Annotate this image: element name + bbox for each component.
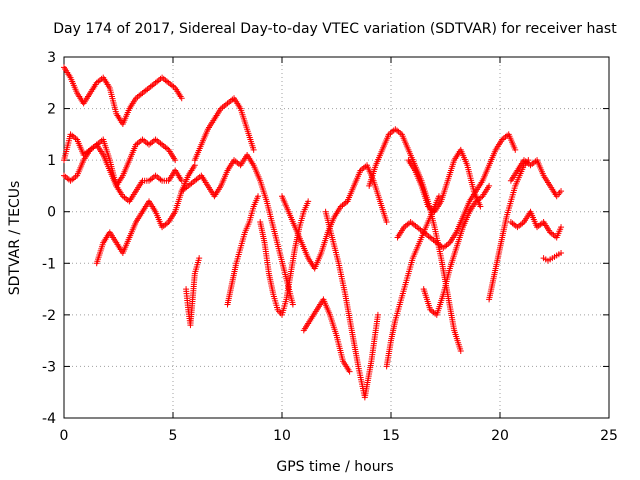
data-point [255,193,262,200]
y-tick-label: -2 [42,308,56,324]
data-point [558,188,565,195]
series-arc-3 [61,141,185,205]
y-tick-label: -3 [42,359,56,375]
grid [64,57,609,418]
data-point [178,95,185,102]
y-tick-label: -1 [42,256,56,272]
data-point [374,311,381,318]
y-tick-label: 0 [47,205,56,221]
plot-frame [63,56,610,419]
data-point [477,203,484,210]
data-point [486,182,493,189]
series-arc-14 [383,193,442,370]
y-axis-label: SDTVAR / TECUs [7,181,23,296]
y-tick-labels: -4 -3 -2 -1 0 1 2 3 [42,50,56,427]
data-point [558,249,565,256]
series-arc-7 [178,151,296,308]
x-axis-label: GPS time / hours [276,459,393,475]
data-point [250,146,257,153]
series-arc-18 [420,182,493,318]
series-arc-4 [93,162,198,267]
data-point [457,347,464,354]
data-point [435,193,442,200]
data-point [172,157,179,164]
series-arc-9 [257,198,312,318]
data-point [305,198,312,205]
series-arc-15 [366,126,464,354]
series-arc-12 [322,208,381,401]
chart-title: Day 174 of 2017, Sidereal Day-to-day VTE… [53,21,617,37]
data-point [196,255,203,262]
data-point [383,219,390,226]
x-tick-label: 0 [60,428,69,444]
y-tick-label: -4 [42,411,56,427]
data-points [61,64,565,401]
y-tick-label: 1 [47,153,56,169]
y-tick-label: 3 [47,50,56,66]
data-point [512,146,519,153]
series-arc-13 [344,162,390,226]
data-point [178,177,185,184]
x-tick-label: 15 [382,428,400,444]
series-arc-20 [507,208,565,241]
x-tick-label: 25 [600,428,618,444]
series-arc-2 [61,131,179,189]
series-arc-21 [507,157,565,200]
data-point [191,162,198,169]
x-tick-label: 20 [491,428,509,444]
data-point [289,301,296,308]
axis-ticks [63,56,610,419]
series-arc-1 [61,64,185,128]
series-arc-8 [224,193,262,308]
series-arc-6 [191,95,257,164]
series-arc-5 [183,255,203,329]
data-point [346,368,353,375]
series-arc-10 [279,193,351,272]
y-tick-label: 2 [47,102,56,118]
data-point [558,224,565,231]
x-tick-label: 10 [273,428,291,444]
series-arc-22 [540,249,565,264]
x-tick-label: 5 [169,428,178,444]
series-arc-11 [300,296,353,375]
series-arc-19 [486,157,532,303]
x-tick-labels: 0 5 10 15 20 25 [60,428,618,444]
